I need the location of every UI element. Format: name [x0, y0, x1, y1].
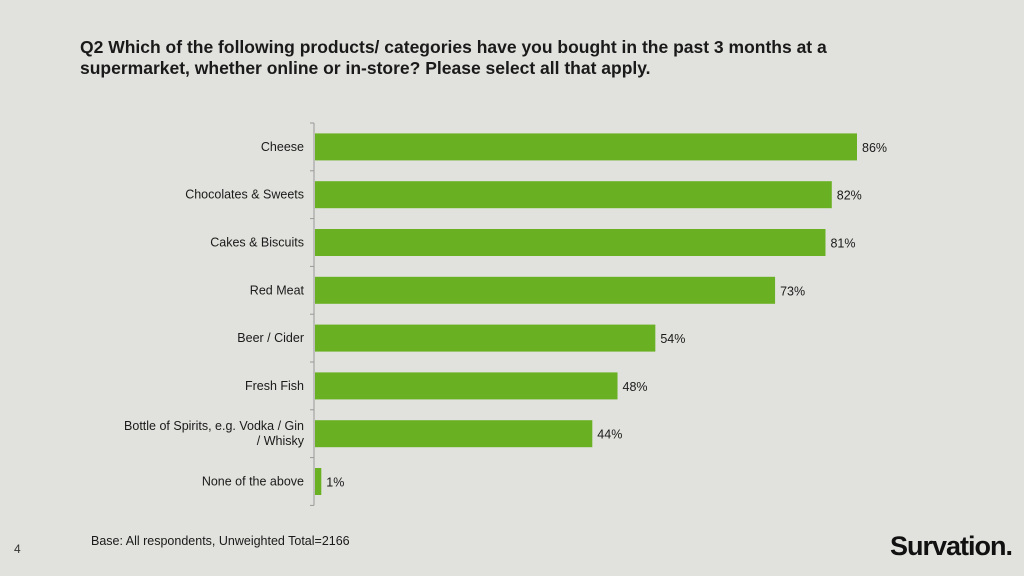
value-label: 54% [660, 332, 685, 346]
title-line-1: Q2 Which of the following products/ cate… [80, 37, 827, 57]
category-label: Cakes & Biscuits [210, 236, 304, 250]
bar [315, 468, 322, 495]
category-label: Fresh Fish [245, 379, 304, 393]
value-label: 48% [623, 380, 648, 394]
bar [315, 372, 618, 400]
base-note: Base: All respondents, Unweighted Total=… [91, 534, 350, 548]
value-label: 1% [326, 476, 344, 490]
category-label: Bottle of Spirits, e.g. Vodka / Gin / Whi… [124, 419, 305, 448]
value-label: 44% [597, 428, 622, 442]
chart-title: Q2 Which of the following products/ cate… [80, 37, 910, 79]
survation-logo: Survation. [889, 531, 1013, 561]
category-label: Cheese [261, 140, 304, 154]
value-label: 73% [780, 284, 805, 298]
category-label: None of the above [202, 475, 304, 489]
category-label: Beer / Cider [237, 331, 304, 345]
bar [315, 133, 857, 161]
page-number: 4 [14, 542, 21, 556]
category-label: Chocolates & Sweets [185, 188, 304, 202]
bar [315, 181, 832, 209]
value-label: 82% [837, 189, 862, 203]
category-label: Red Meat [250, 283, 305, 297]
bar [315, 276, 776, 304]
bar [315, 420, 593, 448]
bar [315, 324, 656, 352]
value-label: 86% [862, 141, 887, 155]
title-line-2: supermarket, whether online or in-store?… [80, 58, 651, 78]
value-label: 81% [830, 237, 855, 251]
bar [315, 229, 826, 256]
